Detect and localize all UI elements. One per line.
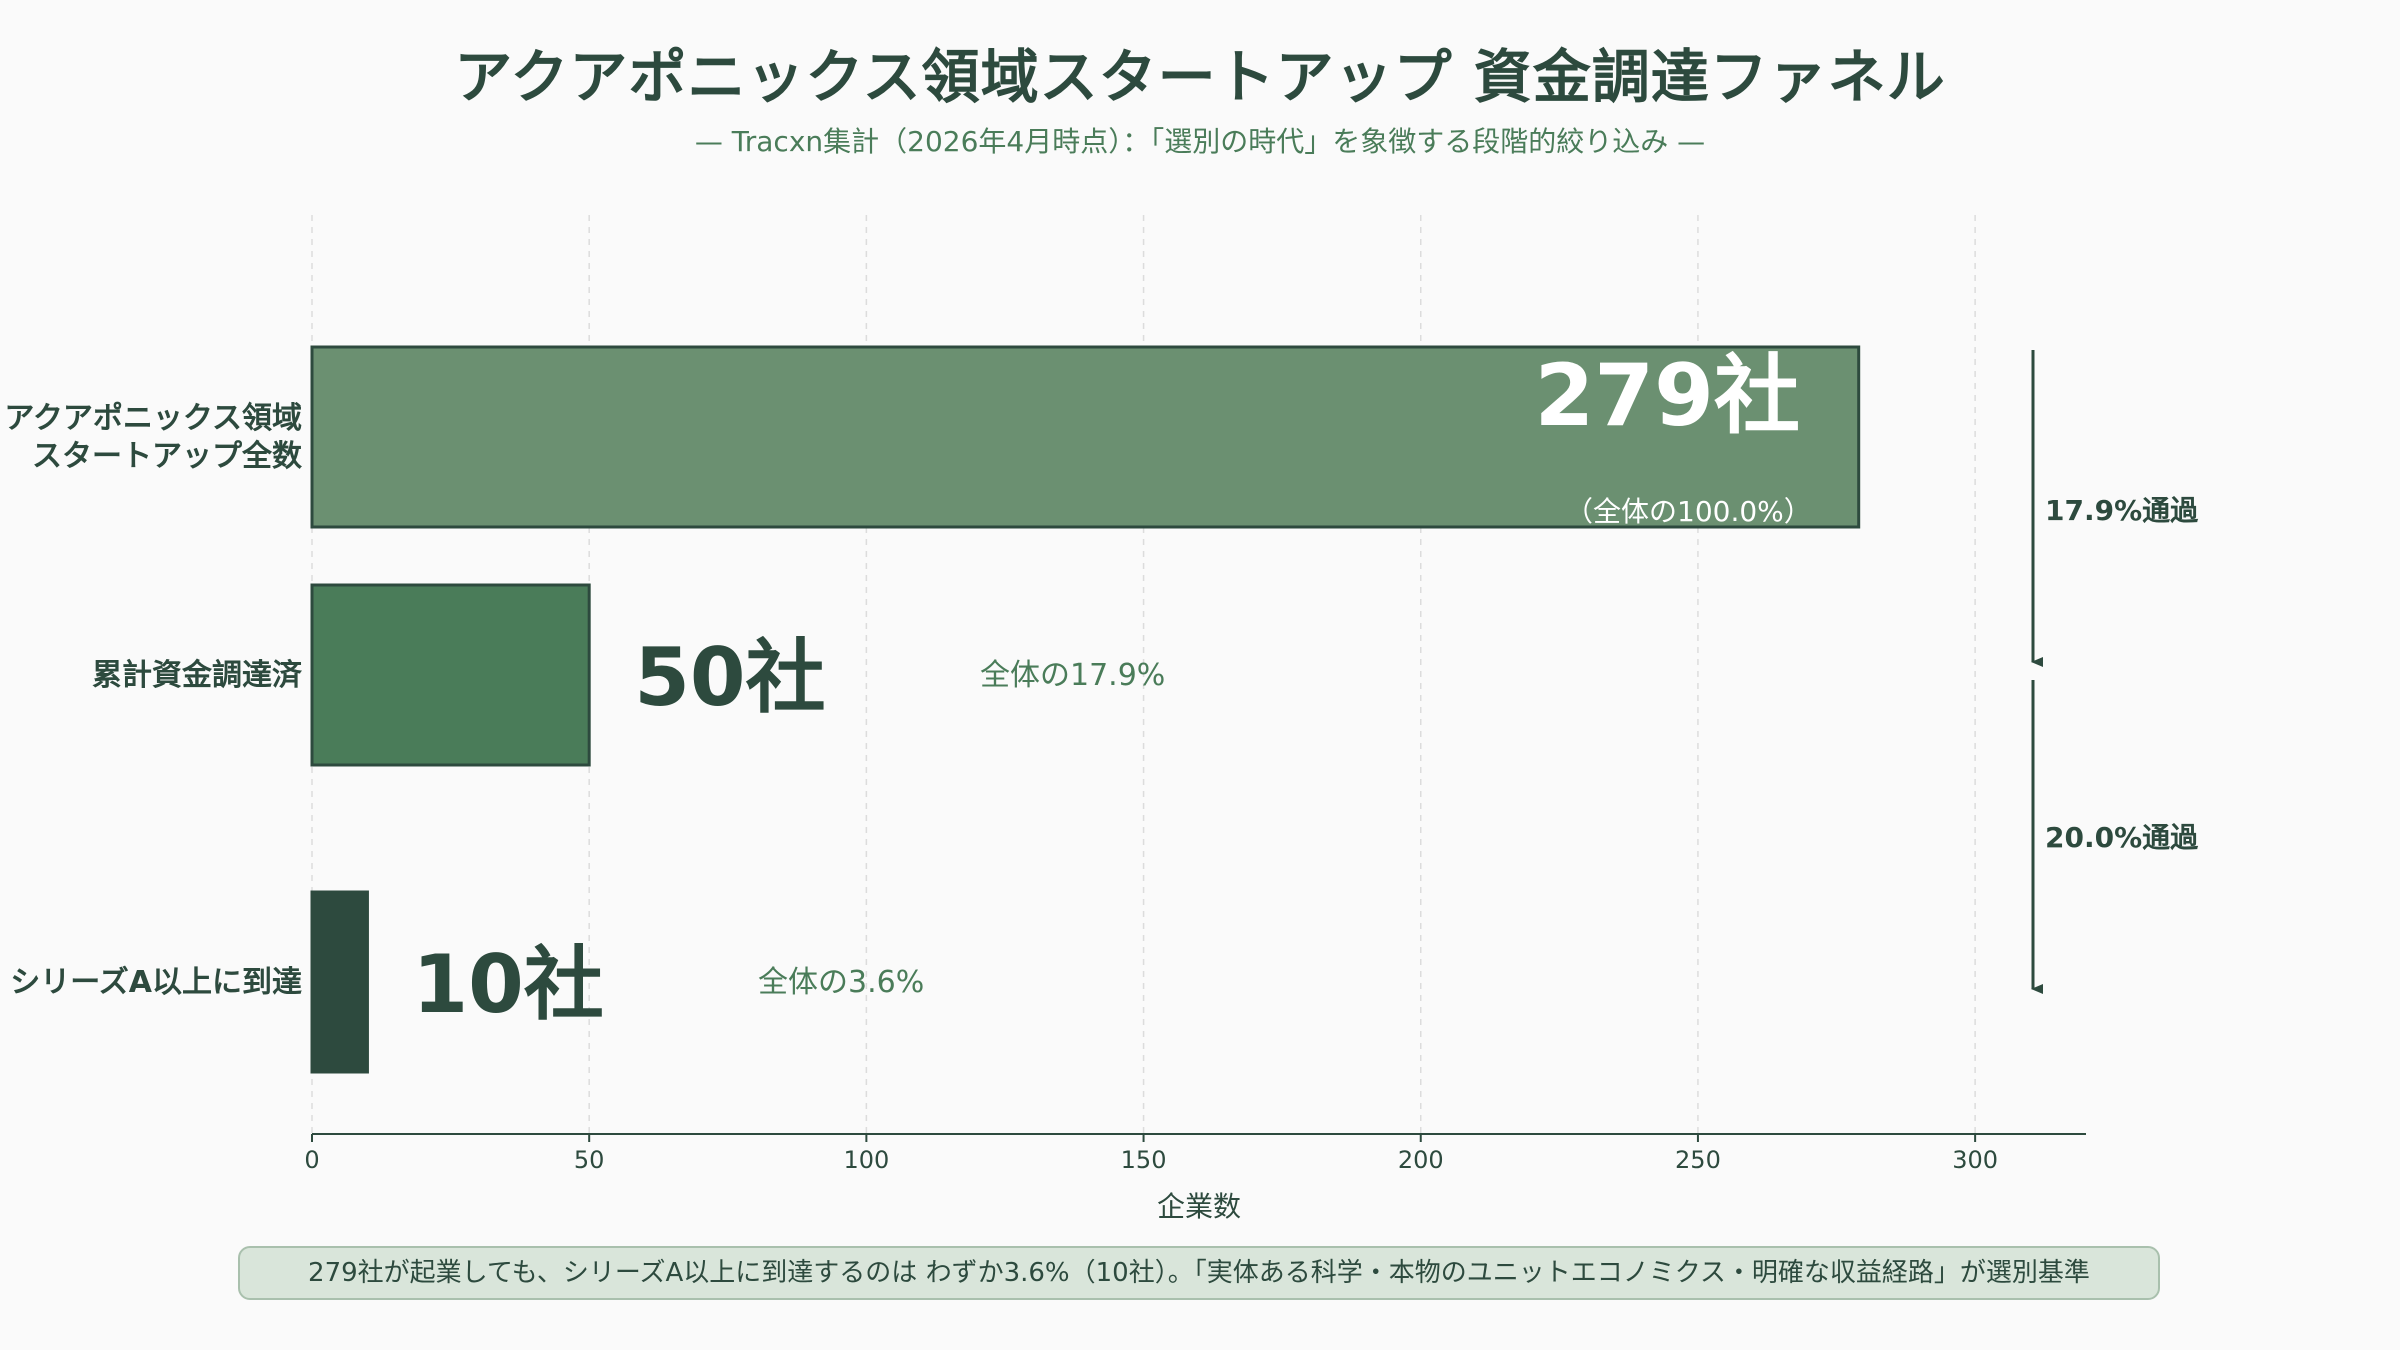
x-tick-label: 150 xyxy=(1121,1146,1167,1174)
conversion-label: 20.0%通過 xyxy=(2045,821,2199,854)
footnote-box: 279社が起業しても、シリーズA以上に到達するのは わずか3.6%（10社）。「… xyxy=(238,1246,2160,1300)
value-label: 50社 xyxy=(634,631,825,724)
x-tick-label: 50 xyxy=(574,1146,605,1174)
x-tick-label: 300 xyxy=(1952,1146,1998,1174)
share-label: 全体の3.6% xyxy=(758,965,924,1000)
x-tick-label: 250 xyxy=(1675,1146,1721,1174)
x-axis-label: 企業数 xyxy=(1157,1190,1241,1223)
x-tick-label: 200 xyxy=(1398,1146,1444,1174)
value-label: 10社 xyxy=(412,938,603,1031)
category-label: アクアポニックス領域 xyxy=(4,401,302,436)
chart-subtitle: — Tracxn集計（2026年4月時点）：「選別の時代」を象徴する段階的絞り込… xyxy=(694,125,1706,158)
x-tick-label: 100 xyxy=(843,1146,889,1174)
share-label: 全体の17.9% xyxy=(980,658,1165,693)
category-label: スタートアップ全数 xyxy=(32,439,303,474)
share-label: （全体の100.0%） xyxy=(1565,495,1812,528)
chart-title: アクアポニックス領域スタートアップ 資金調達ファネル xyxy=(454,43,1946,111)
bar xyxy=(310,583,591,767)
bar xyxy=(310,345,1861,529)
category-label: 累計資金調達済 xyxy=(92,658,303,693)
category-label: シリーズA以上に到達 xyxy=(10,965,302,1000)
x-tick-label: 0 xyxy=(304,1146,319,1174)
bar xyxy=(310,890,369,1074)
value-label: 279社 xyxy=(1534,346,1800,446)
conversion-label: 17.9%通過 xyxy=(2045,494,2199,527)
